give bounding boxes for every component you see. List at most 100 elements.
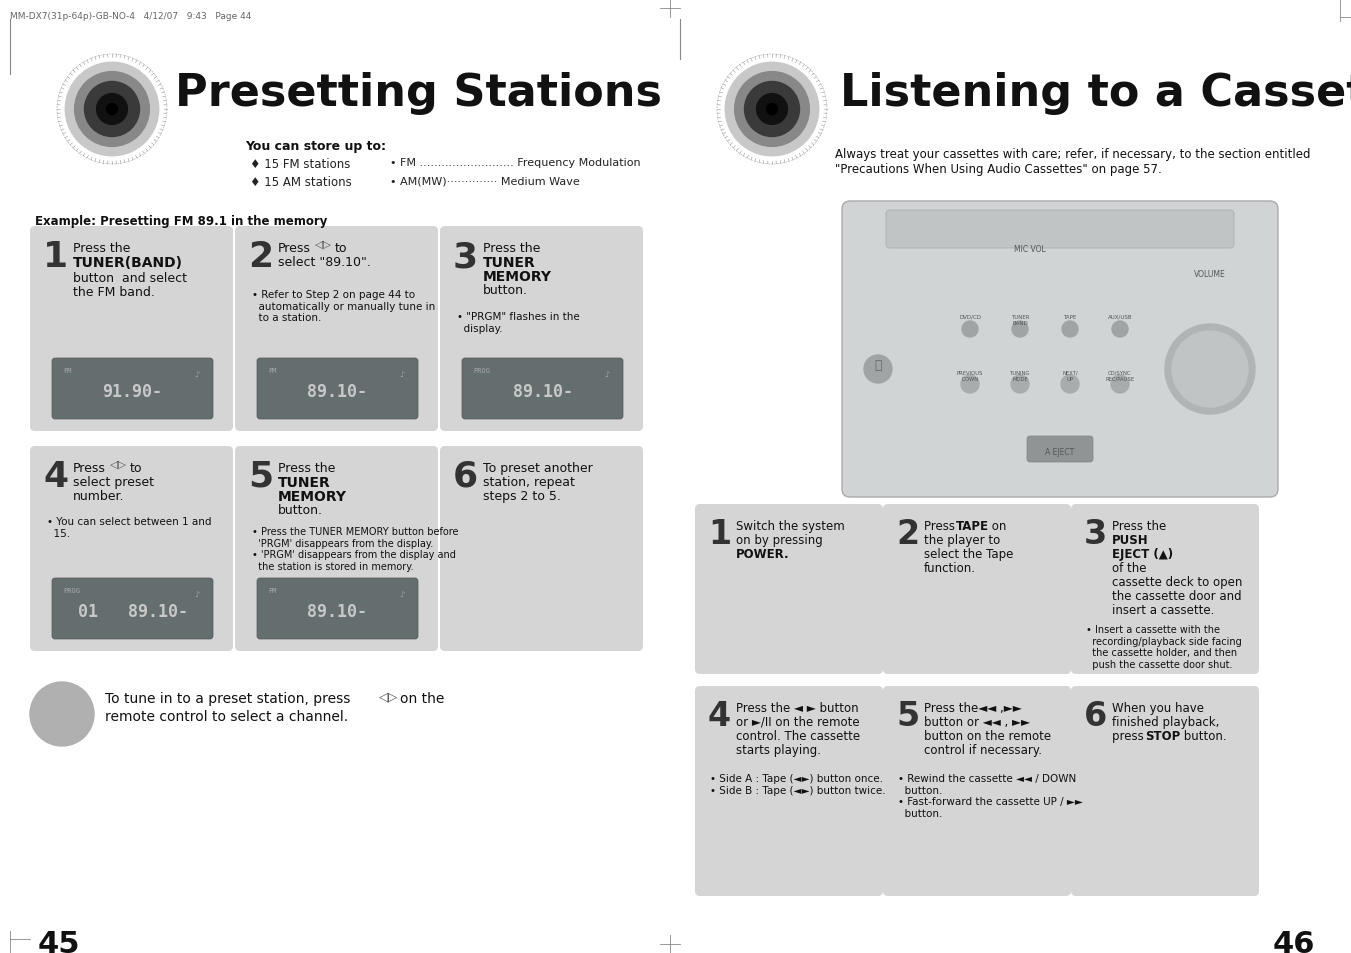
Text: MIC VOL: MIC VOL	[1015, 245, 1046, 253]
FancyBboxPatch shape	[257, 578, 417, 639]
Text: You can store up to:: You can store up to:	[245, 140, 386, 152]
Circle shape	[1011, 375, 1029, 394]
Circle shape	[757, 94, 788, 125]
FancyBboxPatch shape	[884, 686, 1071, 896]
Circle shape	[85, 82, 139, 137]
Circle shape	[744, 82, 800, 137]
Text: 91.90-: 91.90-	[103, 383, 162, 401]
FancyBboxPatch shape	[440, 227, 643, 432]
FancyBboxPatch shape	[1027, 436, 1093, 462]
Text: 89.10-: 89.10-	[512, 383, 573, 401]
Text: TAPE: TAPE	[957, 519, 989, 533]
Text: 46: 46	[1273, 929, 1315, 953]
Text: 01   89.10-: 01 89.10-	[77, 602, 188, 620]
Text: number.: number.	[73, 490, 124, 502]
Text: of the: of the	[1112, 561, 1147, 575]
Text: Always treat your cassettes with care; refer, if necessary, to the section entit: Always treat your cassettes with care; r…	[835, 148, 1310, 175]
Text: TUNER
BAND: TUNER BAND	[1011, 314, 1029, 326]
FancyBboxPatch shape	[842, 202, 1278, 497]
Text: When you have: When you have	[1112, 701, 1204, 714]
Circle shape	[107, 105, 118, 115]
Text: MEMORY: MEMORY	[278, 490, 347, 503]
FancyBboxPatch shape	[257, 358, 417, 419]
Text: PROG: PROG	[473, 368, 490, 374]
Text: Press the◄◄ ,►►: Press the◄◄ ,►►	[924, 701, 1021, 714]
Circle shape	[1112, 322, 1128, 337]
Text: Example: Presetting FM 89.1 in the memory: Example: Presetting FM 89.1 in the memor…	[35, 214, 327, 228]
Text: 5: 5	[896, 700, 919, 732]
FancyBboxPatch shape	[1071, 504, 1259, 675]
Circle shape	[766, 105, 777, 115]
Text: or ►/II on the remote: or ►/II on the remote	[736, 716, 859, 728]
FancyBboxPatch shape	[30, 227, 232, 432]
Text: 45: 45	[38, 929, 81, 953]
Text: • "PRGM" flashes in the
  display.: • "PRGM" flashes in the display.	[457, 312, 580, 334]
Text: control if necessary.: control if necessary.	[924, 743, 1042, 757]
Text: DVD/CD: DVD/CD	[959, 314, 981, 319]
Text: the FM band.: the FM band.	[73, 286, 155, 298]
FancyBboxPatch shape	[884, 504, 1071, 675]
FancyBboxPatch shape	[440, 447, 643, 651]
Text: control. The cassette: control. The cassette	[736, 729, 861, 742]
FancyBboxPatch shape	[235, 227, 438, 432]
Circle shape	[30, 682, 95, 746]
Text: VOLUME: VOLUME	[1194, 270, 1225, 278]
Text: button.: button.	[278, 503, 323, 517]
Text: Press: Press	[924, 519, 959, 533]
Text: POWER.: POWER.	[736, 547, 789, 560]
Text: • FM .......................... Frequency Modulation: • FM .......................... Frequenc…	[390, 158, 640, 168]
Text: cassette deck to open: cassette deck to open	[1112, 576, 1243, 588]
Text: 4: 4	[708, 700, 731, 732]
Text: EJECT (▲): EJECT (▲)	[1112, 547, 1173, 560]
Text: 2: 2	[896, 517, 919, 551]
Text: A EJECT: A EJECT	[1046, 448, 1074, 456]
FancyBboxPatch shape	[1071, 686, 1259, 896]
Text: select the Tape: select the Tape	[924, 547, 1013, 560]
Text: TUNING
MODE: TUNING MODE	[1009, 371, 1031, 381]
Text: PROG: PROG	[63, 587, 80, 594]
Text: PREVIOUS
DOWN: PREVIOUS DOWN	[957, 371, 984, 381]
Text: NEXT/
UP: NEXT/ UP	[1062, 371, 1078, 381]
Text: button on the remote: button on the remote	[924, 729, 1051, 742]
Text: on the: on the	[400, 691, 444, 705]
Text: ♦ 15 FM stations: ♦ 15 FM stations	[250, 158, 350, 171]
Circle shape	[74, 72, 150, 148]
Text: ◁▷: ◁▷	[380, 689, 399, 702]
Text: Press the: Press the	[484, 242, 544, 254]
Circle shape	[1173, 332, 1248, 408]
Text: Press the: Press the	[278, 461, 339, 475]
FancyBboxPatch shape	[30, 447, 232, 651]
Text: FM: FM	[267, 587, 277, 594]
Text: the cassette door and: the cassette door and	[1112, 589, 1242, 602]
Circle shape	[1062, 322, 1078, 337]
Text: 6: 6	[1084, 700, 1108, 732]
Text: Press: Press	[278, 242, 311, 254]
Text: MM-DX7(31p-64p)-GB-NO-4   4/12/07   9:43   Page 44: MM-DX7(31p-64p)-GB-NO-4 4/12/07 9:43 Pag…	[9, 12, 251, 21]
Text: 2: 2	[249, 240, 273, 274]
Text: TUNER(BAND): TUNER(BAND)	[73, 255, 182, 270]
Text: on by pressing: on by pressing	[736, 534, 823, 546]
Text: 4: 4	[43, 459, 68, 494]
Circle shape	[65, 63, 159, 156]
Text: ♪: ♪	[400, 370, 405, 378]
Circle shape	[961, 375, 979, 394]
Text: • You can select between 1 and
  15.: • You can select between 1 and 15.	[47, 517, 212, 538]
Circle shape	[1111, 375, 1129, 394]
Text: on: on	[988, 519, 1006, 533]
Circle shape	[1165, 325, 1255, 415]
Text: ♪: ♪	[195, 589, 200, 598]
FancyBboxPatch shape	[886, 211, 1233, 249]
Text: select preset: select preset	[73, 476, 154, 489]
Text: starts playing.: starts playing.	[736, 743, 821, 757]
Text: button.: button.	[484, 284, 528, 296]
Text: 89.10-: 89.10-	[308, 383, 367, 401]
Text: to: to	[130, 461, 142, 475]
Circle shape	[865, 355, 892, 384]
Text: ◁▷: ◁▷	[315, 240, 332, 250]
FancyBboxPatch shape	[51, 358, 213, 419]
Text: TUNER: TUNER	[278, 476, 331, 490]
Text: Press the ◄ ► button: Press the ◄ ► button	[736, 701, 859, 714]
FancyBboxPatch shape	[462, 358, 623, 419]
Text: ♦ 15 AM stations: ♦ 15 AM stations	[250, 175, 351, 189]
Text: remote control to select a channel.: remote control to select a channel.	[105, 709, 349, 723]
